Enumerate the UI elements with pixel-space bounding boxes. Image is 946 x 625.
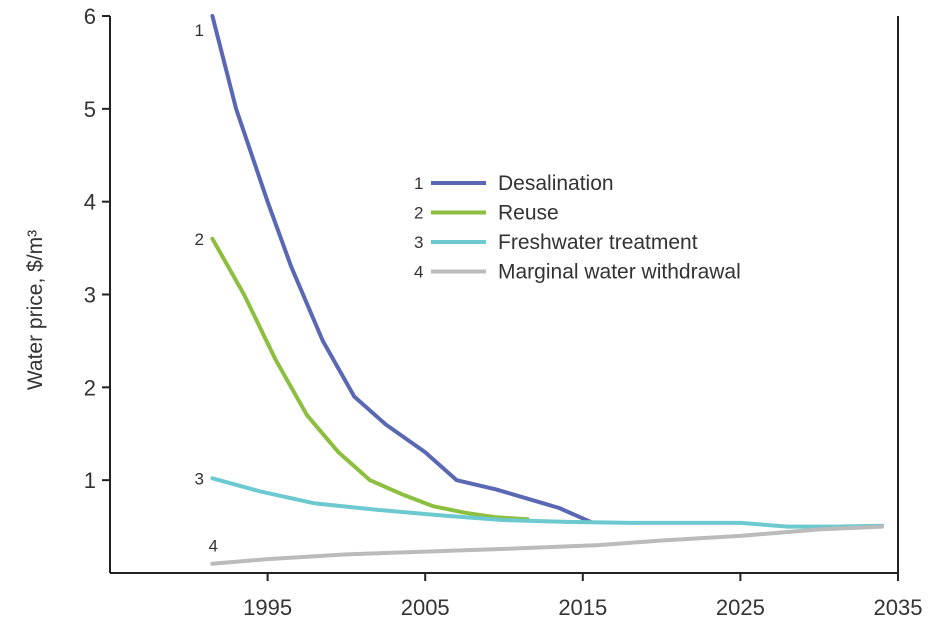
y-tick-label: 3 <box>84 283 96 308</box>
legend-label: Freshwater treatment <box>498 231 698 254</box>
series-lines <box>210 14 885 566</box>
x-tick-label: 1995 <box>243 595 292 620</box>
y-axis-title: Water price, $/m³ <box>24 230 47 390</box>
x-tick-label: 2025 <box>716 595 765 620</box>
curve-number-label: 1 <box>194 21 203 40</box>
legend-label: Desalination <box>498 172 614 195</box>
x-tick-label: 2005 <box>401 595 450 620</box>
legend-number: 2 <box>414 204 423 223</box>
y-tick-label: 6 <box>84 4 96 29</box>
x-tick-label: 2035 <box>874 595 923 620</box>
y-tick-label: 1 <box>84 468 96 493</box>
legend-number: 1 <box>414 174 423 193</box>
y-tick-label: 5 <box>84 97 96 122</box>
curve-number-labels: 1 2 3 4 <box>194 21 217 556</box>
legend: 1 Desalination 2 Reuse 3 Freshwater treatment… <box>414 172 741 284</box>
plot-frame <box>109 16 899 574</box>
axis-ticks: 1 2 3 4 5 6 1995 2005 2015 2025 2035 <box>84 4 923 620</box>
y-tick-label: 4 <box>84 190 96 215</box>
y-tick-label: 2 <box>84 375 96 400</box>
legend-number: 3 <box>414 233 423 252</box>
legend-label: Marginal water withdrawal <box>498 261 741 284</box>
series-line-marginal-water-withdrawal <box>210 524 885 566</box>
series-line-desalination <box>210 14 593 524</box>
legend-number: 4 <box>414 263 423 282</box>
curve-number-label: 3 <box>194 469 203 488</box>
curve-number-label: 4 <box>208 537 217 556</box>
x-tick-label: 2015 <box>558 595 607 620</box>
curve-number-label: 2 <box>194 230 203 249</box>
y-axis-title-group: Water price, $/m³ <box>24 230 47 390</box>
series-line-reuse <box>210 236 530 522</box>
legend-label: Reuse <box>498 202 559 225</box>
series-line-freshwater-treatment <box>210 476 885 529</box>
